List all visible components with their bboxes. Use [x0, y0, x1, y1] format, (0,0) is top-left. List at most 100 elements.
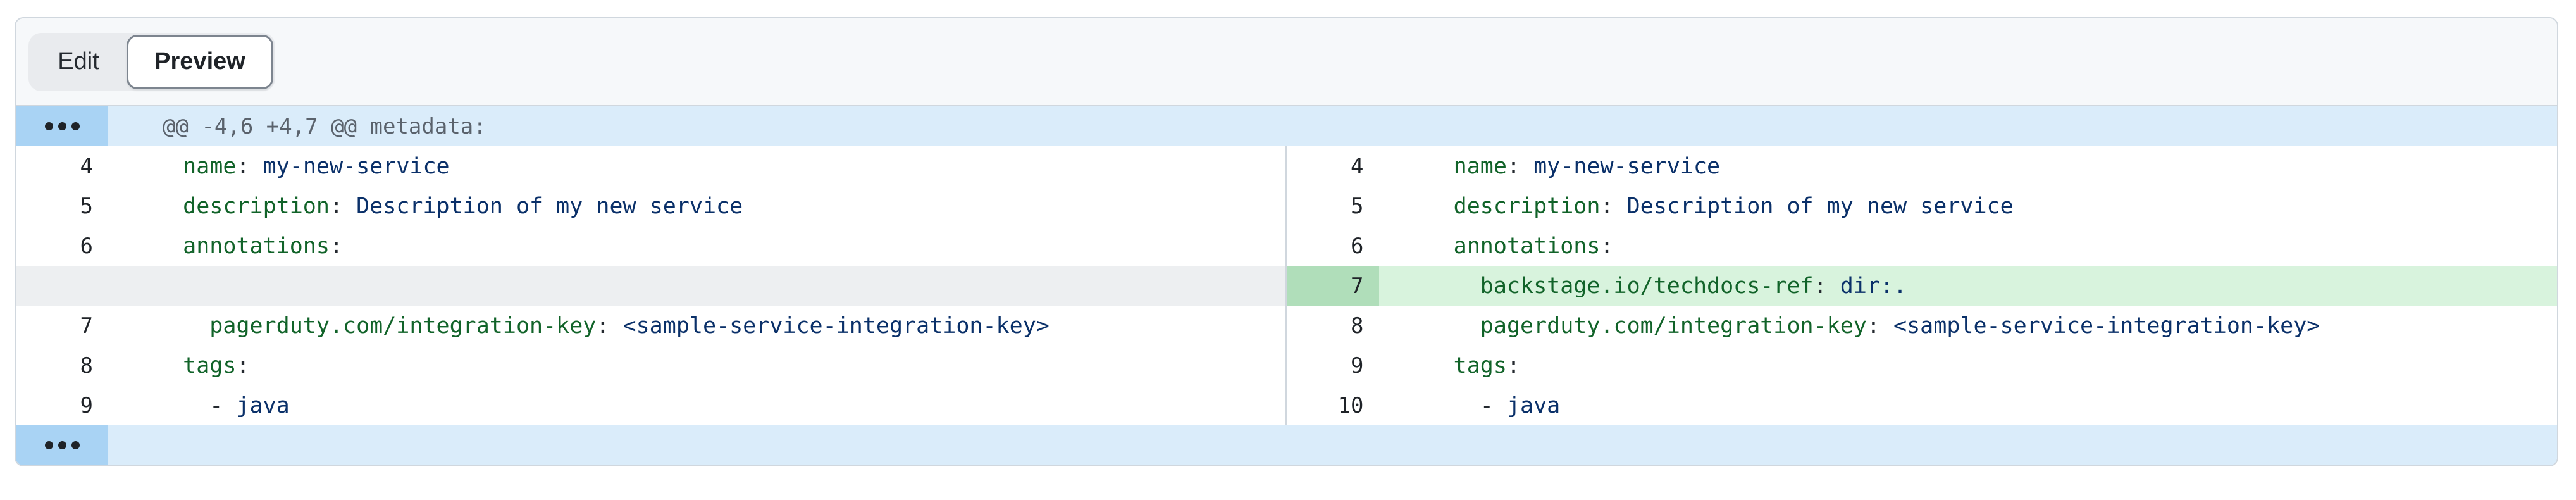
- diff-row-code: 6 annotations:6 annotations:: [16, 226, 2557, 266]
- code-line-right: annotations:: [1378, 226, 2557, 266]
- code-token: my-new-service: [1520, 153, 1721, 179]
- code-line-right: tags:: [1378, 346, 2557, 385]
- code-token: description: [1453, 193, 1601, 219]
- code-token: pagerduty.com/integration-key: [1480, 313, 1867, 339]
- preview-tab[interactable]: Preview: [127, 34, 273, 89]
- right-pane: 4 name: my-new-service: [1286, 146, 2557, 186]
- edit-tab[interactable]: Edit: [30, 35, 127, 89]
- code-token: [156, 353, 183, 378]
- code-token: :: [1506, 153, 1521, 179]
- code-token: [156, 194, 183, 219]
- line-number-left: 5: [16, 186, 108, 226]
- expand-diff-button[interactable]: [16, 425, 108, 465]
- code-token: [1427, 234, 1454, 259]
- code-token: Description of my new service: [1613, 193, 2014, 219]
- left-pane: 9 - java: [16, 385, 1287, 425]
- expand-hunk-button[interactable]: [16, 106, 108, 146]
- left-pane: 8 tags:: [16, 346, 1287, 385]
- line-number-left: 9: [16, 385, 108, 425]
- code-line-left: name: my-new-service: [108, 146, 1285, 186]
- code-token: -: [1427, 392, 1507, 418]
- diff-row-code: 8 tags:9 tags:: [16, 346, 2557, 385]
- left-pane: [16, 266, 1287, 306]
- code-token: annotations: [1453, 233, 1601, 259]
- code-token: :: [596, 313, 610, 339]
- code-token: <sample-service-integration-key>: [1879, 313, 2320, 339]
- code-token: :: [1600, 193, 1614, 219]
- diff-row-code: 7 backstage.io/techdocs-ref: dir:.: [16, 266, 2557, 306]
- ellipsis-icon: [42, 441, 82, 449]
- code-line-right: name: my-new-service: [1378, 146, 2557, 186]
- right-pane: 7 backstage.io/techdocs-ref: dir:.: [1286, 266, 2557, 306]
- diff-row-code: 4 name: my-new-service 4 name: my-new-ser…: [16, 146, 2557, 186]
- code-token: dir:.: [1826, 273, 1907, 299]
- code-token: Description of my new service: [343, 193, 743, 219]
- code-line-left: pagerduty.com/integration-key: <sample-s…: [108, 306, 1285, 346]
- code-token: my-new-service: [249, 153, 450, 179]
- code-token: tags: [1453, 353, 1507, 378]
- code-line-left: [108, 266, 1285, 306]
- line-number-left: 8: [16, 346, 108, 385]
- expander-fill: [108, 425, 2557, 465]
- code-token: [1427, 273, 1480, 299]
- code-token: -: [156, 392, 237, 418]
- edit-preview-toggle: Edit Preview: [28, 32, 275, 91]
- diff-row-expander: [16, 425, 2557, 465]
- line-number-right: 5: [1286, 186, 1379, 226]
- code-token: backstage.io/techdocs-ref: [1480, 273, 1814, 299]
- left-pane: 4 name: my-new-service: [16, 146, 1287, 186]
- code-token: :: [1813, 273, 1827, 299]
- code-token: :: [329, 233, 344, 259]
- right-pane: 10 - java: [1286, 385, 2557, 425]
- line-number-left: 6: [16, 226, 108, 266]
- code-token: :: [1866, 313, 1880, 339]
- diff-card: Edit Preview @@ -4,6 +4,7 @@ metadata: 4 …: [15, 17, 2558, 466]
- code-token: :: [236, 153, 250, 179]
- code-token: description: [183, 193, 330, 219]
- diff-row-code: 9 - java 10 - java: [16, 385, 2557, 425]
- code-token: :: [329, 193, 344, 219]
- code-line-right: backstage.io/techdocs-ref: dir:.: [1378, 266, 2557, 306]
- split-diff: @@ -4,6 +4,7 @@ metadata: 4 name: my-new-…: [16, 106, 2557, 465]
- code-line-left: - java: [108, 385, 1285, 425]
- line-number-right: 6: [1286, 226, 1379, 266]
- code-token: java: [1506, 392, 1561, 418]
- code-token: pagerduty.com/integration-key: [209, 313, 597, 339]
- line-number-left: [16, 266, 108, 306]
- code-line-left: annotations:: [108, 226, 1285, 266]
- left-pane: 5 description: Description of my new ser…: [16, 186, 1287, 226]
- code-token: [1427, 194, 1454, 219]
- code-line-left: tags:: [108, 346, 1285, 385]
- hunk-header-text: @@ -4,6 +4,7 @@ metadata:: [163, 113, 486, 139]
- file-header: Edit Preview: [16, 18, 2557, 106]
- line-number-right: 8: [1286, 306, 1379, 346]
- code-token: [156, 234, 183, 259]
- line-number-right: 7: [1286, 266, 1379, 306]
- right-pane: 8 pagerduty.com/integration-key: <sample…: [1286, 306, 2557, 346]
- code-token: <sample-service-integration-key>: [609, 313, 1050, 339]
- line-number-left: 7: [16, 306, 108, 346]
- code-token: :: [1600, 233, 1614, 259]
- right-pane: 5 description: Description of my new ser…: [1286, 186, 2557, 226]
- code-token: [1427, 154, 1454, 179]
- left-pane: 7 pagerduty.com/integration-key: <sample…: [16, 306, 1287, 346]
- line-number-right: 9: [1286, 346, 1379, 385]
- code-token: :: [236, 353, 250, 378]
- line-number-right: 4: [1286, 146, 1379, 186]
- code-token: name: [183, 153, 237, 179]
- left-pane: 6 annotations:: [16, 226, 1287, 266]
- line-number-left: 4: [16, 146, 108, 186]
- code-token: [156, 313, 209, 339]
- code-line-right: - java: [1378, 385, 2557, 425]
- code-token: tags: [183, 353, 237, 378]
- code-token: java: [236, 392, 290, 418]
- code-token: name: [1453, 153, 1507, 179]
- code-token: [1427, 353, 1454, 378]
- diff-row-code: 7 pagerduty.com/integration-key: <sample…: [16, 306, 2557, 346]
- code-line-right: description: Description of my new servi…: [1378, 186, 2557, 226]
- diff-row-code: 5 description: Description of my new ser…: [16, 186, 2557, 226]
- code-token: [1427, 313, 1480, 339]
- right-pane: 6 annotations:: [1286, 226, 2557, 266]
- code-token: [156, 154, 183, 179]
